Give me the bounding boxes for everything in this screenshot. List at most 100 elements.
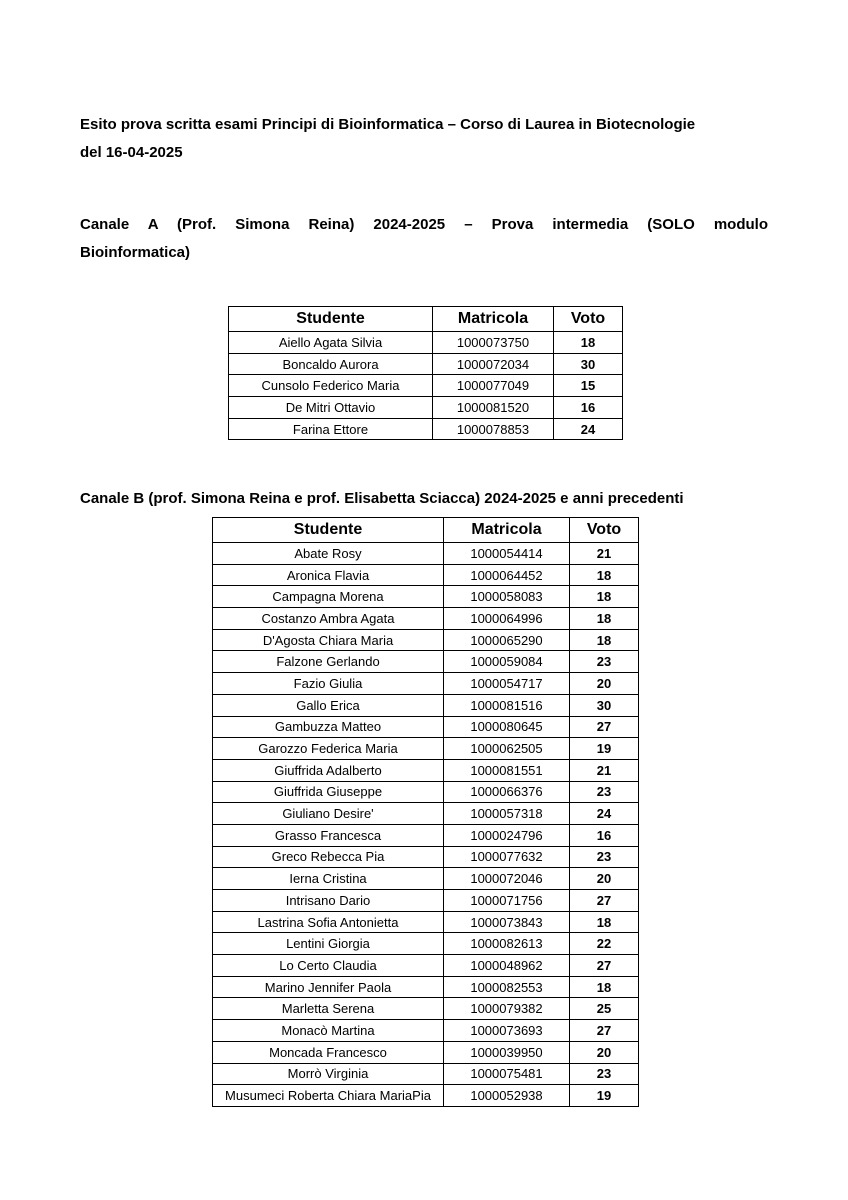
column-header-matricola: Matricola xyxy=(432,306,554,332)
student-name-cell: Lentini Giorgia xyxy=(212,932,444,956)
student-row: Intrisano Dario 1000071756 27 xyxy=(212,889,639,912)
matricola-cell: 1000057318 xyxy=(443,802,570,825)
voto-cell: 23 xyxy=(569,845,639,869)
student-name-cell: Giuffrida Adalberto xyxy=(212,758,444,782)
student-name-cell: Falzone Gerlando xyxy=(212,650,444,674)
voto-cell: 18 xyxy=(569,975,639,999)
student-row: Lentini Giorgia 1000082613 22 xyxy=(212,932,639,956)
document-title: Esito prova scritta esami Principi di Bi… xyxy=(80,111,770,166)
student-name-cell: Musumeci Roberta Chiara MariaPia xyxy=(212,1084,444,1107)
matricola-cell: 1000072034 xyxy=(432,352,554,376)
matricola-cell: 1000073843 xyxy=(443,910,570,934)
student-name-cell: Lo Certo Claudia xyxy=(212,954,444,977)
student-row: Falzone Gerlando 1000059084 23 xyxy=(212,650,639,674)
canale-b-results-table: Studente Matricola Voto Abate Rosy 10000… xyxy=(212,517,639,1107)
matricola-cell: 1000059084 xyxy=(443,650,570,674)
matricola-cell: 1000062505 xyxy=(443,737,570,760)
student-row: Aronica Flavia 1000064452 18 xyxy=(212,563,639,587)
matricola-cell: 1000065290 xyxy=(443,628,570,652)
voto-cell: 20 xyxy=(569,867,639,890)
matricola-cell: 1000071756 xyxy=(443,889,570,912)
student-row: Giuliano Desire' 1000057318 24 xyxy=(212,802,639,825)
matricola-cell: 1000073693 xyxy=(443,1019,570,1042)
matricola-cell: 1000024796 xyxy=(443,823,570,847)
student-name-cell: Boncaldo Aurora xyxy=(228,352,433,376)
student-name-cell: Morrò Virginia xyxy=(212,1062,444,1086)
voto-cell: 18 xyxy=(569,607,639,630)
document-title-line-2: del 16-04-2025 xyxy=(80,143,183,161)
student-name-cell: Intrisano Dario xyxy=(212,889,444,912)
section-a-heading: Canale A (Prof. Simona Reina) 2024-2025 … xyxy=(80,211,768,266)
voto-cell: 23 xyxy=(569,650,639,674)
voto-cell: 18 xyxy=(569,628,639,652)
document-title-line-1: Esito prova scritta esami Principi di Bi… xyxy=(80,116,696,133)
student-name-cell: Fazio Giulia xyxy=(212,672,444,695)
voto-cell: 19 xyxy=(569,1084,639,1107)
student-row: Grasso Francesca 1000024796 16 xyxy=(212,823,639,847)
student-row: Morrò Virginia 1000075481 23 xyxy=(212,1062,639,1086)
student-name-cell: Moncada Francesco xyxy=(212,1040,444,1064)
voto-cell: 18 xyxy=(569,585,639,609)
student-row: Giuffrida Giuseppe 1000066376 23 xyxy=(212,780,639,804)
matricola-cell: 1000039950 xyxy=(443,1040,570,1064)
matricola-cell: 1000079382 xyxy=(443,997,570,1021)
voto-cell: 25 xyxy=(569,997,639,1021)
student-row: D'Agosta Chiara Maria 1000065290 18 xyxy=(212,628,639,652)
column-header-voto: Voto xyxy=(569,517,639,543)
student-name-cell: Ierna Cristina xyxy=(212,867,444,890)
student-row: Marletta Serena 1000079382 25 xyxy=(212,997,639,1021)
student-row: Farina Ettore 1000078853 24 xyxy=(228,417,623,441)
voto-cell: 19 xyxy=(569,737,639,760)
student-row: Aiello Agata Silvia 1000073750 18 xyxy=(228,331,623,354)
voto-cell: 15 xyxy=(553,374,623,398)
matricola-cell: 1000058083 xyxy=(443,585,570,609)
matricola-cell: 1000054717 xyxy=(443,672,570,695)
student-name-cell: Abate Rosy xyxy=(212,542,444,565)
voto-cell: 24 xyxy=(569,802,639,825)
student-row: Abate Rosy 1000054414 21 xyxy=(212,542,639,565)
matricola-cell: 1000082613 xyxy=(443,932,570,956)
student-row: Lo Certo Claudia 1000048962 27 xyxy=(212,954,639,977)
matricola-cell: 1000078853 xyxy=(432,417,554,441)
student-name-cell: Gallo Erica xyxy=(212,693,444,717)
student-name-cell: Garozzo Federica Maria xyxy=(212,737,444,760)
matricola-cell: 1000064996 xyxy=(443,607,570,630)
student-row: Cunsolo Federico Maria 1000077049 15 xyxy=(228,374,623,398)
column-header-studente: Studente xyxy=(212,517,444,543)
matricola-cell: 1000081551 xyxy=(443,758,570,782)
matricola-cell: 1000080645 xyxy=(443,715,570,739)
voto-cell: 27 xyxy=(569,1019,639,1042)
voto-cell: 21 xyxy=(569,758,639,782)
student-row: Greco Rebecca Pia 1000077632 23 xyxy=(212,845,639,869)
table-header-row: Studente Matricola Voto xyxy=(228,306,623,332)
matricola-cell: 1000077049 xyxy=(432,374,554,398)
section-b-heading: Canale B (prof. Simona Reina e prof. Eli… xyxy=(80,490,684,507)
matricola-cell: 1000075481 xyxy=(443,1062,570,1086)
voto-cell: 20 xyxy=(569,672,639,695)
student-name-cell: Aronica Flavia xyxy=(212,563,444,587)
voto-cell: 21 xyxy=(569,542,639,565)
student-row: Garozzo Federica Maria 1000062505 19 xyxy=(212,737,639,760)
matricola-cell: 1000052938 xyxy=(443,1084,570,1107)
matricola-cell: 1000048962 xyxy=(443,954,570,977)
voto-cell: 23 xyxy=(569,1062,639,1086)
section-a-heading-line-2: Bioinformatica) xyxy=(80,243,191,261)
voto-cell: 16 xyxy=(569,823,639,847)
student-name-cell: Grasso Francesca xyxy=(212,823,444,847)
student-name-cell: Giuffrida Giuseppe xyxy=(212,780,444,804)
student-row: Monacò Martina 1000073693 27 xyxy=(212,1019,639,1042)
voto-cell: 27 xyxy=(569,715,639,739)
canale-b-table-body: Abate Rosy 1000054414 21 Aronica Flavia … xyxy=(212,542,639,1107)
student-row: Musumeci Roberta Chiara MariaPia 1000052… xyxy=(212,1084,639,1107)
student-name-cell: Greco Rebecca Pia xyxy=(212,845,444,869)
student-name-cell: Campagna Morena xyxy=(212,585,444,609)
matricola-cell: 1000054414 xyxy=(443,542,570,565)
student-row: Marino Jennifer Paola 1000082553 18 xyxy=(212,975,639,999)
voto-cell: 30 xyxy=(553,352,623,376)
student-row: Gallo Erica 1000081516 30 xyxy=(212,693,639,717)
matricola-cell: 1000081520 xyxy=(432,396,554,419)
student-row: Ierna Cristina 1000072046 20 xyxy=(212,867,639,890)
matricola-cell: 1000066376 xyxy=(443,780,570,804)
student-row: Lastrina Sofia Antonietta 1000073843 18 xyxy=(212,910,639,934)
voto-cell: 23 xyxy=(569,780,639,804)
